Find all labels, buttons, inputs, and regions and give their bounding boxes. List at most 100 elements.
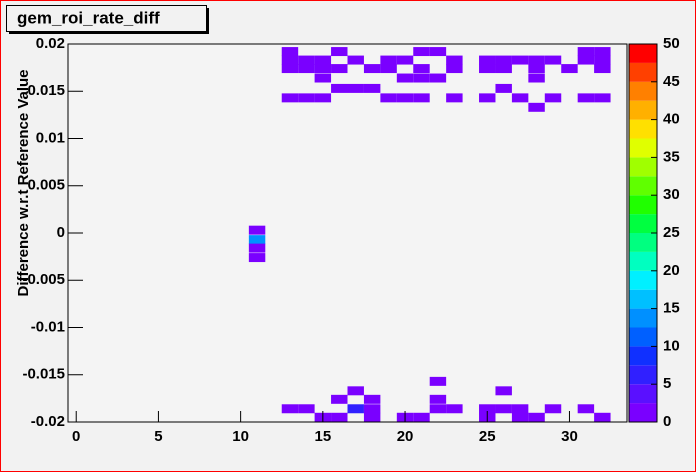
color-bar-band [629, 214, 657, 233]
heat-cell [577, 404, 595, 414]
y-tick-label: -0.005 [22, 271, 65, 288]
heat-cell [577, 55, 595, 65]
heat-cell [479, 404, 496, 414]
heat-cell [429, 47, 447, 57]
heat-cell [314, 93, 332, 103]
y-tick-label: 0 [57, 224, 65, 241]
heat-cell [446, 55, 463, 65]
heat-cell [446, 93, 463, 103]
heat-cell [511, 55, 529, 65]
heat-cell [380, 55, 397, 65]
heat-cell [363, 394, 381, 404]
plot-frame [67, 43, 628, 423]
z-tick-label: 0 [663, 413, 671, 430]
color-bar-band [629, 44, 657, 63]
color-bar-band [629, 289, 657, 309]
y-tick-label: -0.01 [31, 318, 65, 335]
heat-cell [511, 93, 529, 103]
x-tick-label: 30 [561, 428, 578, 445]
heat-cell [528, 64, 545, 74]
x-tick-label: 25 [479, 428, 496, 445]
heat-cell [446, 64, 463, 74]
z-tick-label: 20 [663, 262, 680, 279]
z-tick-label: 45 [663, 73, 680, 90]
x-tick-label: 10 [232, 428, 249, 445]
z-tick-label: 25 [663, 224, 680, 241]
heat-cell [298, 55, 315, 65]
heat-cell [429, 73, 447, 83]
heat-cell [429, 376, 447, 386]
heat-cell [281, 93, 299, 103]
heat-cell [281, 64, 299, 74]
heat-cell [544, 55, 562, 65]
heat-cell [396, 73, 414, 83]
color-bar-band [629, 346, 657, 366]
heat-cell [528, 55, 545, 65]
color-bar-band [629, 195, 657, 215]
heat-cell [314, 64, 332, 74]
heat-cell [331, 47, 348, 57]
heat-cell [331, 412, 348, 422]
y-tick-label: 0.02 [36, 35, 65, 52]
color-bar-band [629, 365, 657, 385]
y-axis-title: Difference w.r.t Reference Value [15, 69, 32, 296]
heat-cell [281, 47, 299, 57]
heat-cell [511, 412, 529, 422]
heat-cell [314, 55, 332, 65]
color-bar-band [629, 384, 657, 404]
z-tick-label: 35 [663, 148, 680, 165]
heat-cell [429, 404, 447, 414]
title-box [6, 5, 207, 32]
heat-cell [380, 93, 397, 103]
heat-cell [413, 73, 430, 83]
z-tick-label: 50 [663, 35, 680, 52]
heat-cell [363, 412, 381, 422]
color-bar-band [629, 327, 657, 347]
heat-cell [281, 55, 299, 65]
y-tick-label: 0.01 [36, 129, 65, 146]
heat-cell [594, 55, 611, 65]
heat-cell [479, 55, 496, 65]
heat-cell [495, 386, 512, 396]
heat-cell [248, 243, 266, 253]
y-tick-label: 0.015 [27, 82, 65, 99]
heat-cell [577, 93, 595, 103]
heat-cell [413, 47, 430, 57]
color-bar-band [629, 119, 657, 139]
heat-cell [528, 412, 545, 422]
z-tick-label: 10 [663, 337, 680, 354]
heat-cell [298, 64, 315, 74]
heat-cell [347, 83, 364, 93]
heat-cell [363, 83, 381, 93]
heat-cell [479, 64, 496, 74]
color-bar-band [629, 157, 657, 177]
heat-cell [594, 47, 611, 57]
y-tick-label: 0.005 [27, 177, 65, 194]
z-tick-label: 5 [663, 375, 671, 392]
x-tick-label: 20 [397, 428, 414, 445]
heat-cell [331, 64, 348, 74]
heat-cell [413, 93, 430, 103]
color-bar-band [629, 403, 657, 422]
color-bar-band [629, 270, 657, 290]
heat-cell [298, 404, 315, 414]
heat-cell [347, 386, 364, 396]
color-bar-band [629, 251, 657, 271]
heat-cell [495, 83, 512, 93]
color-bar-band [629, 81, 657, 101]
heat-cell [479, 93, 496, 103]
z-tick-label: 40 [663, 111, 680, 128]
heat-cell [347, 404, 364, 414]
y-tick-label: -0.015 [22, 366, 65, 383]
heat-cell [396, 93, 414, 103]
heat-cell [594, 93, 611, 103]
heat-cell [577, 47, 595, 57]
heat-cell [561, 64, 578, 74]
z-tick-label: 15 [663, 300, 680, 317]
x-tick-label: 15 [314, 428, 331, 445]
heat-cell [495, 404, 512, 414]
heat-cell [511, 404, 529, 414]
heat-cell [594, 412, 611, 422]
heat-cell [594, 64, 611, 74]
heat-cell [413, 412, 430, 422]
